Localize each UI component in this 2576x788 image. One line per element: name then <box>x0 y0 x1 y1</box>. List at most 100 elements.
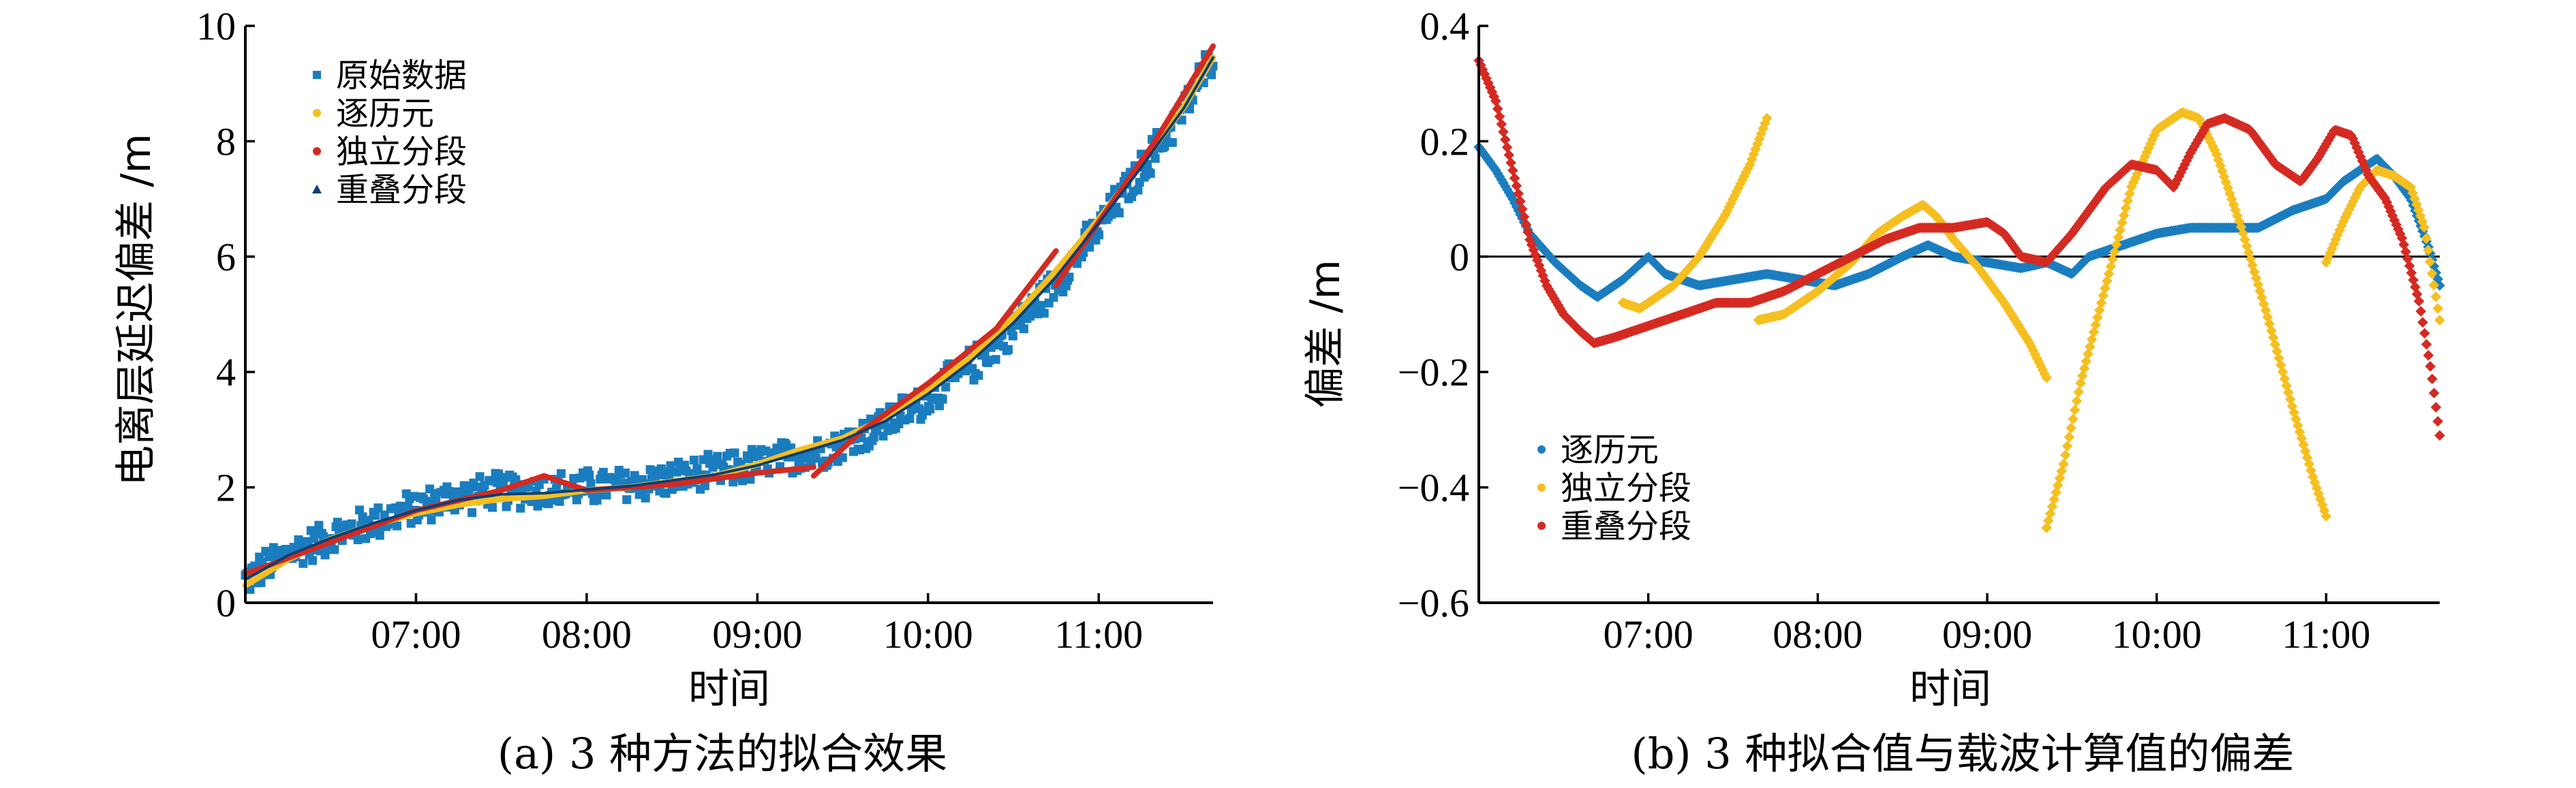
deviation-point <box>2060 450 2071 460</box>
legend-label: 重叠分段 <box>1561 507 1691 546</box>
raw-data-point <box>1114 208 1124 218</box>
deviation-point <box>2417 317 2428 328</box>
deviation-point <box>2085 341 2096 352</box>
raw-data-point <box>298 558 308 568</box>
raw-data-point <box>586 479 596 488</box>
raw-data-point <box>838 453 847 462</box>
panel-b-x-axis-title: 时间 <box>1910 665 1991 713</box>
raw-data-point <box>730 448 739 458</box>
deviation-point <box>2432 303 2443 314</box>
raw-data-point <box>330 545 339 554</box>
raw-data-point <box>1150 154 1160 163</box>
raw-data-point <box>516 503 525 513</box>
raw-data-point <box>1003 345 1013 354</box>
panel-b-series-1 <box>1473 142 2445 302</box>
deviation-point <box>2122 195 2134 206</box>
legend-label: 独立分段 <box>336 133 467 171</box>
deviation-point <box>2430 402 2442 413</box>
raw-data-point <box>308 556 318 565</box>
deviation-point <box>1501 142 1513 153</box>
panel-b-x-tick-label: 08:00 <box>1773 612 1862 657</box>
deviation-point <box>2117 217 2128 228</box>
deviation-point <box>2071 396 2083 407</box>
raw-data-point <box>1133 185 1143 195</box>
panel-a-y-tick-label: 6 <box>216 235 236 279</box>
deviation-point <box>2120 202 2132 214</box>
raw-data-point <box>487 503 497 512</box>
raw-data-point <box>475 472 485 482</box>
panel-a-x-tick-label: 11:00 <box>1054 612 1143 657</box>
raw-data-point <box>974 371 983 380</box>
deviation-point <box>2102 275 2113 287</box>
deviation-point <box>2419 328 2430 339</box>
deviation-point <box>2075 377 2086 389</box>
panel-b-y-tick-label: −0.4 <box>1398 466 1469 510</box>
fit-line <box>244 56 1214 582</box>
deviation-point <box>2088 326 2100 338</box>
deviation-point <box>2096 297 2107 309</box>
raw-data-point <box>991 355 1000 364</box>
legend-marker <box>1537 445 1546 454</box>
raw-data-point <box>556 469 566 478</box>
deviation-point <box>2432 415 2444 427</box>
legend-marker <box>313 109 321 117</box>
deviation-point <box>1509 172 1520 184</box>
deviation-point <box>2428 388 2440 398</box>
legend-label: 独立分段 <box>1561 469 1691 507</box>
raw-data-point <box>620 468 630 477</box>
raw-data-point <box>905 414 915 424</box>
raw-data-point <box>1049 293 1058 302</box>
raw-data-point <box>444 486 453 496</box>
panel-a-series-4 <box>244 56 1214 582</box>
panel-b-y-tick-label: 0.4 <box>1420 4 1470 48</box>
legend-label: 逐历元 <box>1561 431 1659 469</box>
legend-label: 重叠分段 <box>336 171 467 209</box>
deviation-point <box>2421 338 2432 350</box>
raw-data-point <box>1037 300 1046 310</box>
panel-a-x-tick-label: 10:00 <box>883 612 973 657</box>
raw-data-point <box>641 493 650 503</box>
deviation-point <box>2094 304 2105 316</box>
deviation-point <box>2098 290 2109 301</box>
deviation-point <box>2086 334 2098 345</box>
raw-data-point <box>347 519 356 529</box>
raw-data-point <box>906 405 916 415</box>
deviation-point <box>2064 431 2075 443</box>
panel-a-y-tick-label: 8 <box>216 119 236 163</box>
raw-data-point <box>467 508 477 518</box>
deviation-point <box>2083 348 2094 360</box>
deviation-point <box>1494 111 1505 122</box>
raw-data-point <box>353 535 363 545</box>
deviation-point <box>2100 283 2111 294</box>
raw-data-point <box>746 475 755 484</box>
panel-b-caption: (b) 3 种拟合值与载波计算值的偏差 <box>1631 729 2295 778</box>
deviation-point <box>2090 319 2101 330</box>
deviation-point <box>2068 413 2079 424</box>
deviation-point <box>2069 405 2081 415</box>
legend-marker <box>1537 484 1546 492</box>
deviation-point <box>1496 119 1507 130</box>
panel-a-x-tick-label: 09:00 <box>712 612 802 657</box>
deviation-point <box>1511 180 1522 191</box>
deviation-point <box>2079 363 2090 374</box>
panel-a-y-tick-label: 2 <box>216 466 236 510</box>
deviation-point <box>2105 261 2117 272</box>
panel-b-deviation: −0.6 −0.4 −0.2 0 0.2 0.4 07:00 08:00 09:00 10:00 1… <box>1302 4 2445 778</box>
raw-data-point <box>585 471 594 480</box>
raw-data-point <box>925 405 935 414</box>
legend-marker <box>312 185 322 193</box>
panel-b-x-tick-label: 07:00 <box>1604 612 1693 657</box>
panel-a-y-tick-label: 0 <box>216 581 236 625</box>
panel-a-x-tick-label: 07:00 <box>371 612 461 657</box>
panel-b-series-2 <box>1617 107 2445 533</box>
raw-data-point <box>1039 309 1049 318</box>
panel-b-y-tick-label: −0.6 <box>1398 581 1469 625</box>
deviation-point <box>2061 441 2073 452</box>
panel-a-y-axis-title: 电离层延迟偏差 /m <box>112 133 160 486</box>
raw-data-point <box>1008 331 1017 341</box>
deviation-point <box>1498 126 1509 138</box>
panel-a-series-3 <box>243 43 1216 577</box>
legend-marker <box>313 71 321 79</box>
independent-segment-line <box>243 464 816 577</box>
